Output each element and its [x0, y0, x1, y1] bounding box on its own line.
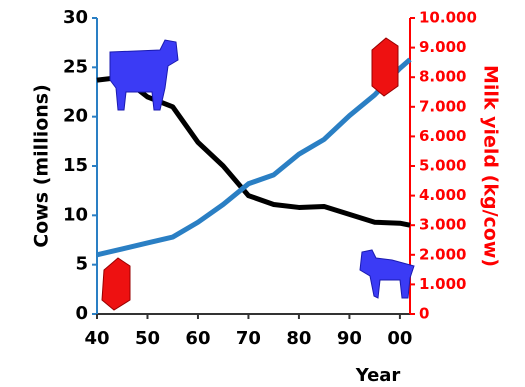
x-tick-label: 00	[387, 328, 412, 349]
x-tick-label: 40	[84, 328, 109, 349]
y-tick-label: 0	[75, 303, 88, 324]
x-tick-label: 60	[185, 328, 210, 349]
milk-carton-icon	[101, 257, 131, 311]
y-tick-label: 5	[75, 254, 88, 275]
x-tick-label: 50	[135, 328, 160, 349]
cow-icon	[109, 39, 179, 111]
x-tick-label: 80	[286, 328, 311, 349]
y2-tick-label: 1.000	[419, 275, 466, 293]
y2-axis-label: Milk yield (kg/cow)	[480, 65, 502, 267]
series-line	[96, 57, 412, 258]
y2-tick-label: 8.000	[419, 68, 466, 86]
y-tick-label: 30	[63, 7, 88, 28]
y-tick-label: 25	[63, 56, 88, 77]
y2-tick-label: 7.000	[419, 97, 466, 115]
y2-tick-label: 9.000	[419, 38, 466, 56]
y2-tick-label: 6.000	[419, 127, 466, 145]
y2-tick-label: 10.000	[419, 9, 477, 27]
y2-tick-label: 0	[419, 305, 429, 323]
plot-area: 0 5 10 15 20 25 30 0 1.000 2.000 3.000 4.000 5.000 6.…	[63, 7, 477, 349]
y2-tick-label: 2.000	[419, 245, 466, 263]
y-tick-label: 10	[63, 204, 88, 225]
y-tick-label: 15	[63, 155, 88, 176]
y2-tick-label: 4.000	[419, 186, 466, 204]
y2-tick-label: 3.000	[419, 216, 466, 234]
y2-tick-label: 5.000	[419, 157, 466, 175]
y-tick-label: 20	[63, 106, 88, 127]
x-tick-label: 90	[337, 328, 362, 349]
series-line	[96, 74, 411, 228]
milk-carton-icon	[371, 37, 399, 97]
x-axis-label: Year	[355, 365, 401, 386]
y-axis-label: Cows (millions)	[31, 84, 53, 248]
cow-icon	[359, 249, 415, 299]
x-tick-label: 70	[236, 328, 261, 349]
